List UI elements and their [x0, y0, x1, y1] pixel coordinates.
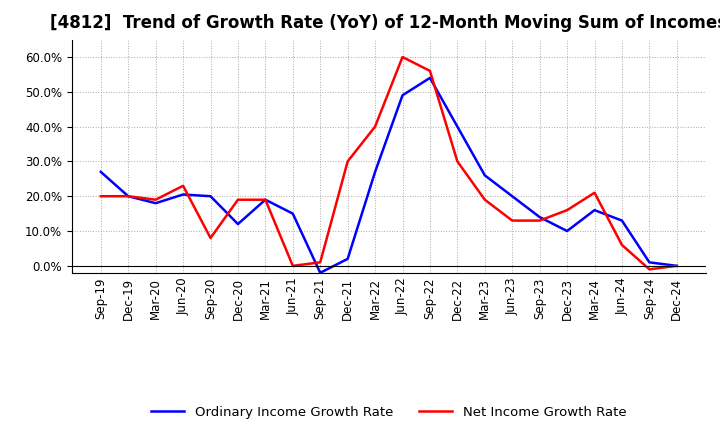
- Net Income Growth Rate: [508, 218, 516, 223]
- Net Income Growth Rate: [563, 208, 572, 213]
- Ordinary Income Growth Rate: [398, 93, 407, 98]
- Net Income Growth Rate: [618, 242, 626, 248]
- Net Income Growth Rate: [371, 124, 379, 129]
- Net Income Growth Rate: [179, 183, 187, 188]
- Ordinary Income Growth Rate: [233, 221, 242, 227]
- Net Income Growth Rate: [289, 263, 297, 268]
- Ordinary Income Growth Rate: [672, 263, 681, 268]
- Net Income Growth Rate: [480, 197, 489, 202]
- Ordinary Income Growth Rate: [343, 256, 352, 261]
- Net Income Growth Rate: [316, 260, 325, 265]
- Net Income Growth Rate: [151, 197, 160, 202]
- Net Income Growth Rate: [645, 267, 654, 272]
- Net Income Growth Rate: [233, 197, 242, 202]
- Ordinary Income Growth Rate: [179, 192, 187, 197]
- Net Income Growth Rate: [453, 159, 462, 164]
- Net Income Growth Rate: [590, 190, 599, 195]
- Ordinary Income Growth Rate: [563, 228, 572, 234]
- Ordinary Income Growth Rate: [453, 124, 462, 129]
- Net Income Growth Rate: [343, 159, 352, 164]
- Ordinary Income Growth Rate: [590, 208, 599, 213]
- Net Income Growth Rate: [672, 263, 681, 268]
- Title: [4812]  Trend of Growth Rate (YoY) of 12-Month Moving Sum of Incomes: [4812] Trend of Growth Rate (YoY) of 12-…: [50, 15, 720, 33]
- Ordinary Income Growth Rate: [151, 201, 160, 206]
- Line: Ordinary Income Growth Rate: Ordinary Income Growth Rate: [101, 78, 677, 273]
- Ordinary Income Growth Rate: [536, 214, 544, 220]
- Net Income Growth Rate: [206, 235, 215, 241]
- Ordinary Income Growth Rate: [645, 260, 654, 265]
- Ordinary Income Growth Rate: [316, 270, 325, 275]
- Ordinary Income Growth Rate: [426, 75, 434, 81]
- Ordinary Income Growth Rate: [508, 194, 516, 199]
- Ordinary Income Growth Rate: [289, 211, 297, 216]
- Ordinary Income Growth Rate: [371, 169, 379, 175]
- Legend: Ordinary Income Growth Rate, Net Income Growth Rate: Ordinary Income Growth Rate, Net Income …: [145, 401, 632, 424]
- Ordinary Income Growth Rate: [261, 197, 270, 202]
- Net Income Growth Rate: [124, 194, 132, 199]
- Ordinary Income Growth Rate: [480, 173, 489, 178]
- Ordinary Income Growth Rate: [618, 218, 626, 223]
- Net Income Growth Rate: [96, 194, 105, 199]
- Net Income Growth Rate: [426, 68, 434, 73]
- Line: Net Income Growth Rate: Net Income Growth Rate: [101, 57, 677, 269]
- Net Income Growth Rate: [398, 55, 407, 60]
- Ordinary Income Growth Rate: [124, 194, 132, 199]
- Ordinary Income Growth Rate: [96, 169, 105, 175]
- Net Income Growth Rate: [261, 197, 270, 202]
- Ordinary Income Growth Rate: [206, 194, 215, 199]
- Net Income Growth Rate: [536, 218, 544, 223]
